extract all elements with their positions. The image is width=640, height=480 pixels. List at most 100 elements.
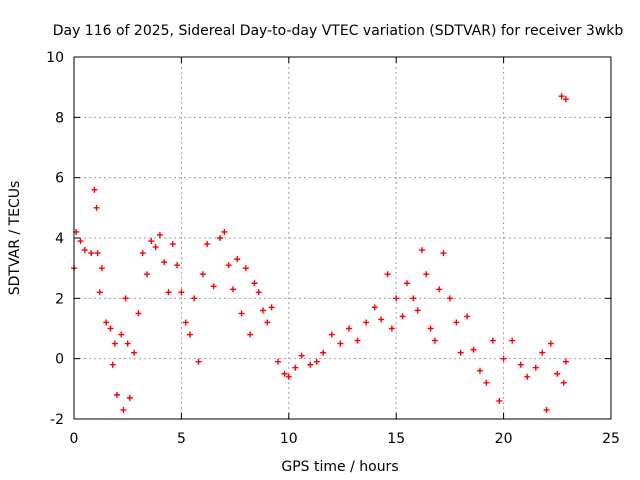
data-point (543, 406, 550, 413)
data-point (354, 337, 361, 344)
data-point (328, 331, 335, 338)
y-tick-label: 4 (55, 231, 64, 247)
data-point (560, 379, 567, 386)
data-point (532, 364, 539, 371)
data-point (199, 271, 206, 278)
data-point (378, 316, 385, 323)
data-point (500, 355, 507, 362)
data-point (371, 304, 378, 311)
data-point (524, 373, 531, 380)
data-point (446, 295, 453, 302)
data-point (431, 337, 438, 344)
data-point (440, 250, 447, 257)
data-series (71, 93, 569, 413)
data-point (423, 271, 430, 278)
data-point (453, 319, 460, 326)
data-point (393, 295, 400, 302)
data-point (111, 340, 118, 347)
data-point (427, 325, 434, 332)
data-point (81, 247, 88, 254)
data-point (135, 310, 142, 317)
data-point (464, 313, 471, 320)
data-point (161, 259, 168, 266)
data-point (292, 364, 299, 371)
x-tick-label: 25 (602, 431, 620, 447)
data-point (98, 265, 105, 272)
data-point (247, 331, 254, 338)
data-point (221, 228, 228, 235)
data-point (156, 231, 163, 238)
data-point (120, 406, 127, 413)
data-point (307, 361, 314, 368)
data-point (562, 96, 569, 103)
data-point (191, 295, 198, 302)
data-point (126, 394, 133, 401)
data-point (169, 241, 176, 248)
data-point (186, 331, 193, 338)
data-point (285, 373, 292, 380)
data-point (107, 325, 114, 332)
data-point (255, 289, 262, 296)
y-tick-label: 0 (55, 352, 64, 368)
data-point (234, 256, 241, 263)
data-point (210, 283, 217, 290)
data-point (399, 313, 406, 320)
x-tick-label: 20 (495, 431, 513, 447)
data-point (558, 93, 565, 100)
x-tick-label: 10 (280, 431, 298, 447)
data-point (517, 361, 524, 368)
data-point (238, 310, 245, 317)
data-point (225, 262, 232, 269)
data-point (363, 319, 370, 326)
data-point (229, 286, 236, 293)
data-point (281, 370, 288, 377)
data-point (388, 325, 395, 332)
data-point (414, 307, 421, 314)
data-point (217, 235, 224, 241)
data-point (131, 349, 138, 356)
data-point (496, 397, 503, 404)
x-tick-label: 5 (177, 431, 186, 447)
data-point (275, 358, 282, 365)
y-tick-label: 6 (55, 171, 64, 187)
data-point (384, 271, 391, 278)
data-point (152, 244, 159, 251)
data-point (139, 250, 146, 257)
data-point (470, 346, 477, 353)
axis-ticks: 0 5 10 15 20 25 -2 0 2 4 6 8 10 (46, 50, 620, 447)
data-point (88, 250, 95, 257)
data-point (403, 280, 410, 287)
data-point (77, 238, 84, 245)
data-point (298, 352, 305, 359)
x-axis-label: GPS time / hours (281, 459, 398, 475)
y-tick-label: 10 (46, 50, 64, 66)
data-point (113, 391, 120, 398)
data-point (320, 349, 327, 356)
data-point (148, 238, 155, 245)
data-point (204, 241, 211, 248)
data-point (345, 325, 352, 332)
data-point (144, 271, 151, 278)
y-tick-label: -2 (50, 412, 64, 428)
data-point (91, 186, 98, 193)
data-point (418, 247, 425, 254)
y-axis-label: SDTVAR / TECUs (7, 181, 23, 296)
data-point (264, 319, 271, 326)
chart-title: Day 116 of 2025, Sidereal Day-to-day VTE… (53, 23, 624, 39)
data-point (268, 304, 275, 311)
data-point (94, 250, 101, 257)
data-point (195, 358, 202, 365)
data-point (457, 349, 464, 356)
data-point (124, 340, 131, 347)
data-point (410, 295, 417, 302)
y-tick-label: 8 (55, 110, 64, 126)
x-tick-label: 0 (70, 431, 79, 447)
data-point (251, 280, 258, 287)
data-point (260, 307, 267, 314)
data-point (118, 331, 125, 338)
data-point (554, 370, 561, 377)
data-point (174, 262, 181, 269)
data-point (436, 286, 443, 293)
